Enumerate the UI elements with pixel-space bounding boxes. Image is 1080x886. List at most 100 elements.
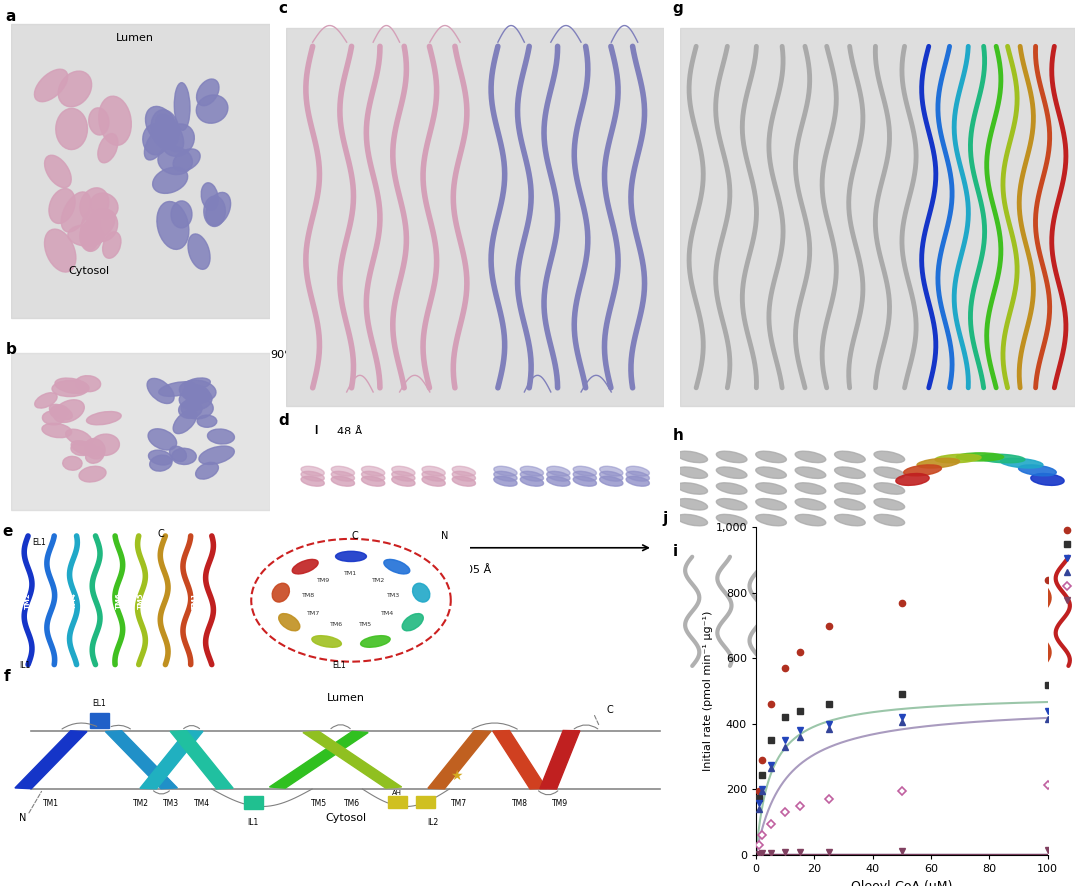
Text: ★: ★ [450,769,463,783]
ΔN84 [755,848,768,859]
Ellipse shape [81,210,100,251]
Ellipse shape [80,221,102,252]
Text: Lumen: Lumen [326,693,365,703]
Ellipse shape [626,471,649,481]
ΔN65 [765,735,778,746]
Ellipse shape [63,456,82,470]
Ellipse shape [573,471,596,481]
Ellipse shape [54,400,84,423]
Ellipse shape [874,515,905,525]
Ellipse shape [362,466,384,476]
Ellipse shape [795,515,826,525]
Ellipse shape [98,134,118,163]
Polygon shape [106,731,177,789]
ΔN65 [753,792,766,803]
ΔN84 [779,847,792,858]
Ellipse shape [301,477,324,486]
Ellipse shape [79,466,106,482]
Text: IL2: IL2 [427,819,438,828]
Ellipse shape [795,467,826,478]
Ellipse shape [80,188,109,222]
Ellipse shape [44,155,71,188]
ΔN75 [753,804,766,814]
Ellipse shape [453,471,475,481]
Ellipse shape [50,404,72,420]
WT [779,663,792,673]
Ellipse shape [68,225,105,246]
Ellipse shape [158,147,192,175]
Text: TM8: TM8 [302,594,315,598]
Text: Lumen: Lumen [117,33,154,43]
Ellipse shape [716,515,747,525]
Ellipse shape [71,442,92,455]
Ellipse shape [795,483,826,494]
Ellipse shape [413,583,430,602]
Text: TM6: TM6 [345,799,361,808]
Ellipse shape [66,429,92,446]
Text: EL1: EL1 [32,538,46,547]
Ellipse shape [332,477,354,486]
Ellipse shape [207,429,234,444]
Ellipse shape [35,69,68,102]
Ellipse shape [874,451,905,462]
Ellipse shape [756,499,786,510]
ΔN75 [755,786,768,797]
Ellipse shape [935,455,981,462]
ΔN80 [823,794,836,804]
ΔN75 [779,742,792,752]
Ellipse shape [392,466,415,476]
Ellipse shape [874,499,905,510]
Text: 48 Å: 48 Å [337,427,363,437]
ΔN75 [765,763,778,773]
Ellipse shape [197,79,219,105]
Polygon shape [171,731,233,789]
Ellipse shape [904,465,942,476]
Line: ΔN65: ΔN65 [756,681,1051,801]
Ellipse shape [198,416,217,427]
Ellipse shape [874,483,905,494]
ΔN75 [895,717,908,727]
ΔN70 [753,797,766,808]
Text: EL1: EL1 [332,660,346,670]
Ellipse shape [835,515,865,525]
Text: TM2: TM2 [25,592,31,609]
Bar [388,797,406,808]
Polygon shape [428,731,491,789]
Ellipse shape [312,635,341,648]
ΔN70 [1041,705,1054,716]
Text: 105 Å: 105 Å [459,565,491,575]
Ellipse shape [716,499,747,510]
Ellipse shape [174,82,190,130]
Text: 55 Å: 55 Å [337,154,363,164]
Ellipse shape [91,434,120,455]
Bar [90,713,109,727]
WT [793,647,806,657]
Ellipse shape [76,376,100,392]
Ellipse shape [199,446,234,464]
Text: e: e [2,525,13,540]
Ellipse shape [874,467,905,478]
ΔN65 [1041,680,1054,690]
Text: Cytosol: Cytosol [68,266,109,276]
Ellipse shape [756,467,786,478]
Text: N: N [442,531,448,540]
Ellipse shape [756,483,786,494]
Ellipse shape [422,466,445,476]
Text: 90°: 90° [270,350,289,360]
WT [765,699,778,710]
Ellipse shape [49,189,76,223]
ΔN84 [793,847,806,858]
Polygon shape [492,731,546,789]
Ellipse shape [677,499,707,510]
Ellipse shape [835,483,865,494]
Ellipse shape [756,451,786,462]
Text: TM6: TM6 [329,623,343,627]
Ellipse shape [62,192,91,232]
Ellipse shape [85,439,105,459]
Text: b: b [5,342,16,357]
ΔN65 [779,712,792,723]
Ellipse shape [521,466,543,476]
Ellipse shape [204,196,226,227]
ΔN65 [895,689,908,700]
Text: TM1: TM1 [191,592,198,609]
